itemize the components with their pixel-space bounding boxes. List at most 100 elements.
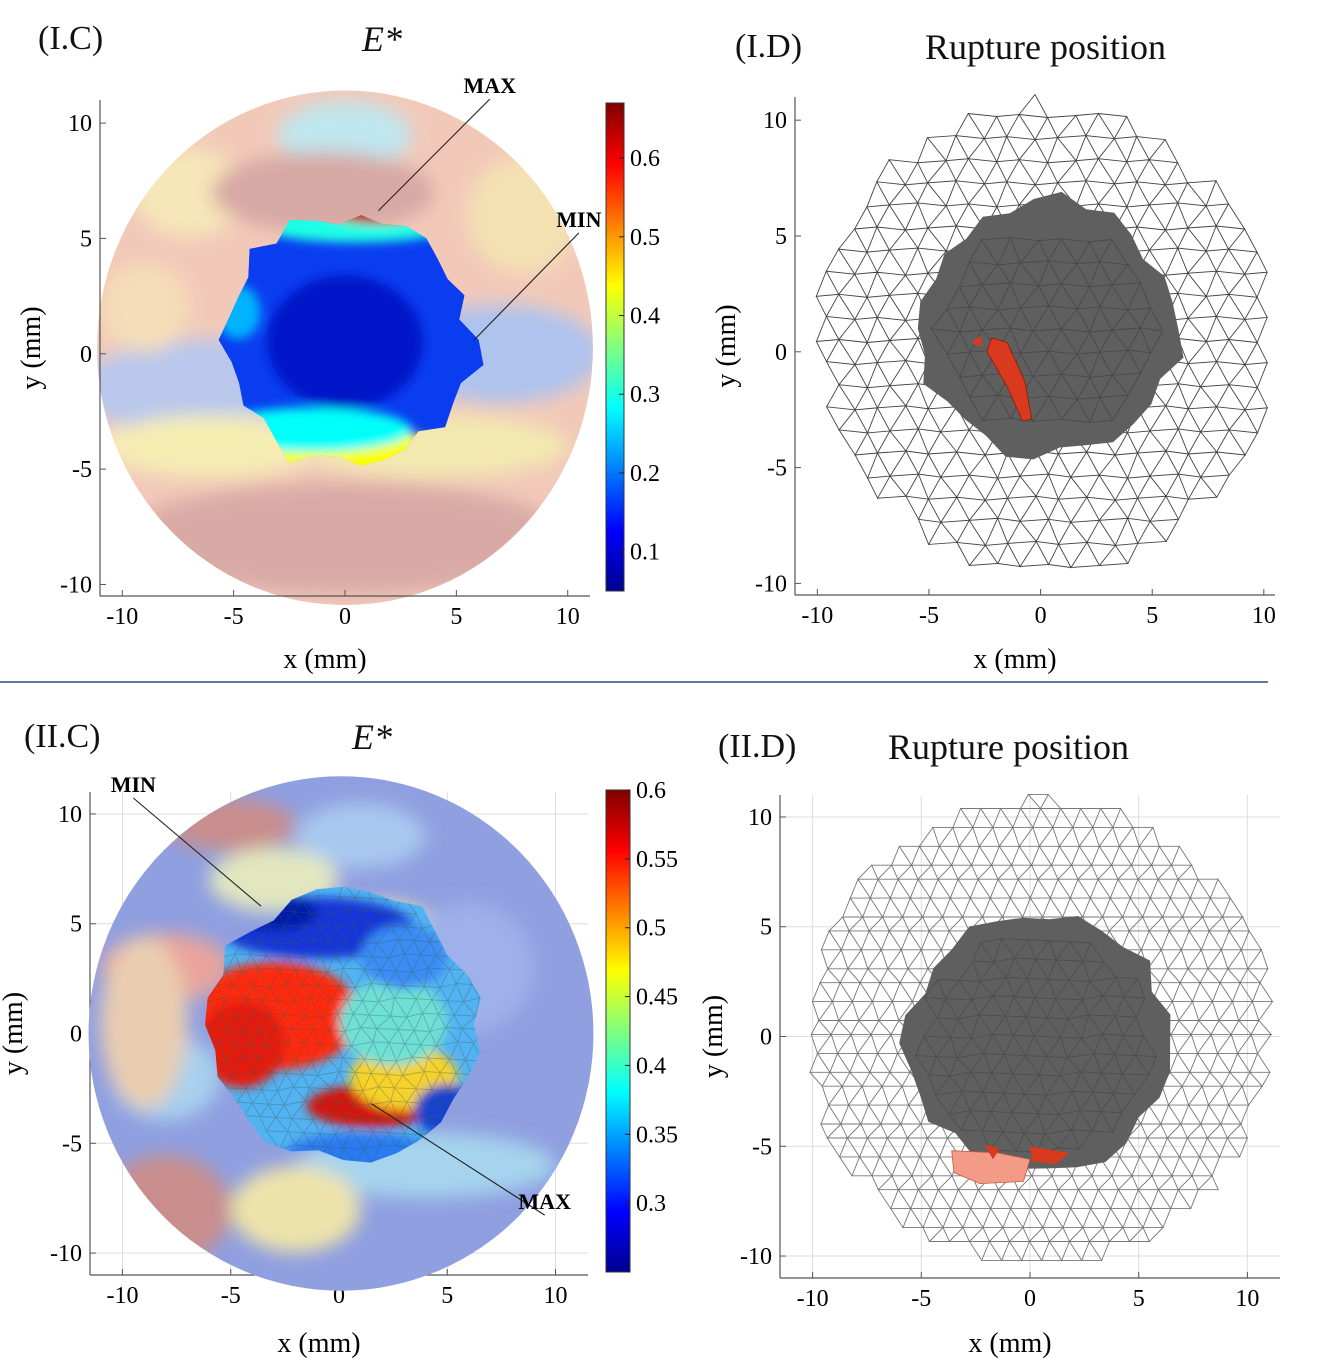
heatmap-ic: MAX MIN bbox=[97, 73, 602, 606]
inner-mesh-lines bbox=[914, 937, 1158, 1154]
colorbar-tick-label: 0.3 bbox=[630, 382, 660, 408]
rupture-fragment bbox=[984, 1144, 1000, 1160]
inner-blob bbox=[267, 275, 423, 410]
field-blob bbox=[278, 101, 412, 169]
y-axis-label: y (mm) bbox=[16, 306, 47, 389]
inner-blob bbox=[284, 1132, 437, 1163]
rupture-fragment bbox=[971, 335, 983, 348]
panel-label-id: (I.D) bbox=[735, 28, 803, 65]
y-tick-label: -5 bbox=[752, 1134, 772, 1160]
title-iid: Rupture position bbox=[888, 727, 1129, 767]
colorbar-tick-label: 0.6 bbox=[630, 146, 660, 172]
colorbar-tick-label: 0.45 bbox=[636, 985, 678, 1011]
field-blob bbox=[99, 414, 323, 478]
annotation-max: MAX bbox=[463, 73, 516, 98]
colorbar-tick-label: 0.5 bbox=[636, 916, 666, 942]
x-tick-label: -5 bbox=[221, 1283, 241, 1309]
x-tick-label: 5 bbox=[1146, 603, 1158, 629]
y-tick-label: -10 bbox=[740, 1244, 772, 1270]
x-tick-label: -10 bbox=[106, 604, 138, 630]
colorbar-ic: 0.1 0.2 0.3 0.4 0.5 0.6 bbox=[605, 102, 660, 592]
x-axis-label: x (mm) bbox=[283, 644, 366, 675]
inner-mesh-lines bbox=[930, 236, 1164, 424]
annotation-leader bbox=[378, 98, 491, 212]
field-blob bbox=[122, 482, 568, 595]
axes-id: -10 -5 0 5 10 -10 -5 0 5 10 x (mm) y (mm) bbox=[711, 97, 1276, 675]
mesh-id bbox=[815, 93, 1269, 569]
y-tick-label: 0 bbox=[760, 1025, 772, 1051]
annotation-leader bbox=[371, 1103, 545, 1216]
colorbar-tick-label: 0.2 bbox=[630, 461, 660, 487]
colorbar-tick-label: 0.35 bbox=[636, 1122, 678, 1148]
x-tick-label: 0 bbox=[339, 604, 351, 630]
inner-blob bbox=[360, 924, 448, 990]
panel-label-iid: (II.D) bbox=[718, 728, 797, 765]
y-tick-label: 10 bbox=[68, 111, 92, 137]
field-blob bbox=[295, 803, 426, 869]
x-tick-label: -5 bbox=[919, 603, 939, 629]
heatmap-iic: MIN MAX bbox=[88, 772, 594, 1291]
x-tick-label: 10 bbox=[1252, 603, 1276, 629]
y-tick-label: 0 bbox=[775, 340, 787, 366]
panel-label-iic: (II.C) bbox=[24, 718, 101, 755]
x-axis-label: x (mm) bbox=[968, 1328, 1051, 1359]
colorbar-tick-label: 0.4 bbox=[636, 1053, 666, 1079]
x-axis-label: x (mm) bbox=[973, 644, 1056, 675]
panel-label-ic: (I.C) bbox=[38, 20, 104, 57]
inner-mesh-lines bbox=[205, 886, 482, 1163]
y-axis-label: y (mm) bbox=[0, 992, 29, 1075]
x-tick-label: 10 bbox=[1235, 1286, 1259, 1312]
x-tick-label: 5 bbox=[1133, 1286, 1145, 1312]
x-tick-label: -5 bbox=[224, 604, 244, 630]
x-tick-label: 5 bbox=[450, 604, 462, 630]
colorbar-tick-label: 0.3 bbox=[636, 1191, 666, 1217]
colorbar-gradient bbox=[605, 789, 631, 1273]
y-tick-label: -10 bbox=[60, 572, 92, 598]
x-axis-label: x (mm) bbox=[277, 1328, 360, 1359]
x-tick-label: 0 bbox=[1035, 603, 1047, 629]
axes-ic: -10 -5 0 5 10 -10 -5 0 5 10 x (mm) y (mm) bbox=[16, 100, 590, 675]
y-tick-label: 10 bbox=[58, 802, 82, 828]
annotation-min: MIN bbox=[556, 207, 601, 232]
field-blob bbox=[211, 152, 435, 233]
y-tick-label: 5 bbox=[760, 915, 772, 941]
y-tick-label: -10 bbox=[50, 1241, 82, 1267]
x-tick-label: 10 bbox=[556, 604, 580, 630]
y-tick-label: 10 bbox=[763, 108, 787, 134]
inner-blob bbox=[339, 979, 448, 1066]
y-tick-label: 5 bbox=[80, 226, 92, 252]
field-blob bbox=[100, 935, 188, 1110]
title-id: Rupture position bbox=[925, 27, 1166, 67]
y-tick-label: 0 bbox=[70, 1022, 82, 1048]
colorbar-tick-label: 0.1 bbox=[630, 540, 660, 566]
x-tick-label: 0 bbox=[1024, 1286, 1036, 1312]
annotation-leader bbox=[473, 232, 580, 341]
annotation-leader bbox=[132, 797, 262, 907]
y-tick-label: -10 bbox=[755, 571, 787, 597]
x-tick-label: -10 bbox=[797, 1286, 829, 1312]
annotation-min: MIN bbox=[111, 772, 156, 797]
y-tick-label: 5 bbox=[775, 224, 787, 250]
colorbar-tick-label: 0.5 bbox=[630, 225, 660, 251]
x-tick-label: -5 bbox=[911, 1286, 931, 1312]
colorbar-tick-label: 0.4 bbox=[630, 304, 660, 330]
y-axis-label: y (mm) bbox=[711, 304, 742, 387]
title-iic: E* bbox=[352, 717, 392, 757]
mesh-iid bbox=[808, 793, 1274, 1262]
colorbar-iic: 0.3 0.35 0.4 0.45 0.5 0.55 0.6 bbox=[605, 778, 678, 1273]
y-tick-label: 5 bbox=[70, 912, 82, 938]
x-tick-label: -10 bbox=[801, 603, 833, 629]
colorbar-tick-label: 0.55 bbox=[636, 847, 678, 873]
x-tick-label: 10 bbox=[544, 1283, 568, 1309]
y-tick-label: -5 bbox=[767, 456, 787, 482]
colorbar-tick-label: 0.6 bbox=[636, 778, 666, 804]
rupture-zone bbox=[986, 337, 1033, 422]
y-tick-label: 10 bbox=[748, 805, 772, 831]
panel-separator bbox=[0, 681, 1268, 683]
inner-region-iic bbox=[205, 886, 482, 1163]
x-tick-label: 5 bbox=[441, 1283, 453, 1309]
field-blob bbox=[100, 263, 190, 353]
title-ic: E* bbox=[362, 19, 402, 59]
annotation-max: MAX bbox=[518, 1189, 571, 1214]
y-axis-label: y (mm) bbox=[698, 995, 729, 1078]
